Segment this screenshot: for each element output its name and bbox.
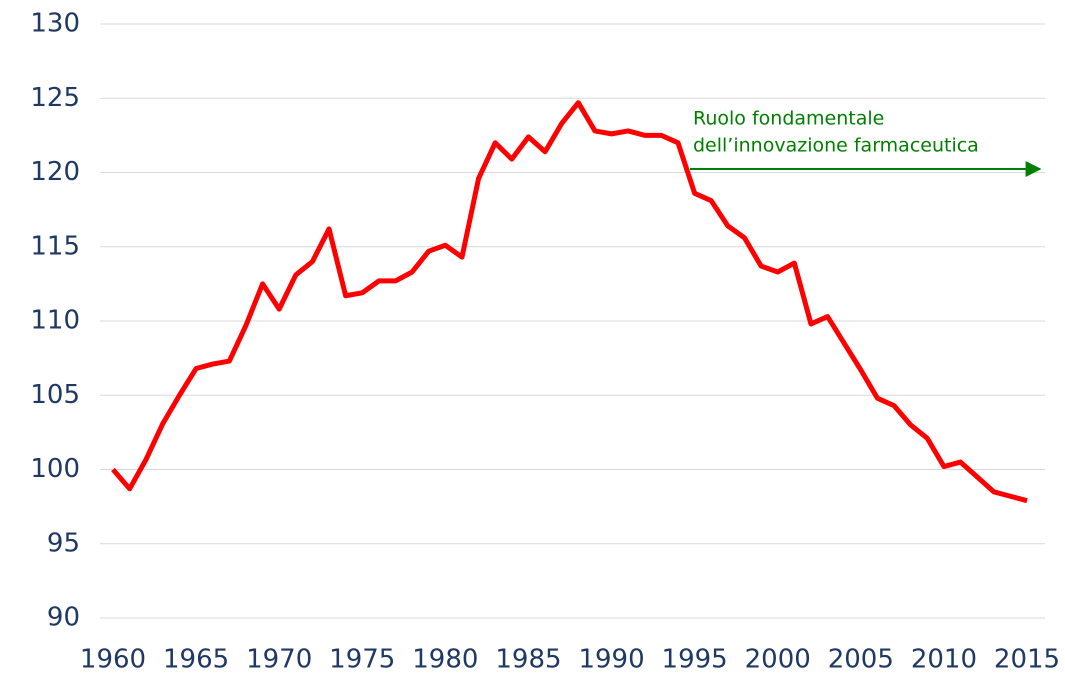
- x-tick-label: 1985: [495, 645, 561, 675]
- x-tick-label: 2000: [745, 645, 811, 675]
- y-tick-label: 90: [47, 603, 80, 633]
- annotation-line: dell’innovazione farmaceutica: [693, 135, 979, 157]
- data-line: [111, 100, 1028, 504]
- x-tick-label: 1990: [578, 645, 644, 675]
- y-tick-label: 105: [30, 380, 80, 410]
- x-tick-label: 2015: [994, 645, 1060, 675]
- y-tick-label: 115: [30, 231, 80, 261]
- grid: 90 95 100 105 110 115 120 125 130 1960 1965 1970 197…: [30, 9, 1060, 675]
- y-tick-label: 130: [30, 9, 80, 39]
- x-tick-label: 1960: [80, 645, 146, 675]
- x-tick-label: 1975: [329, 645, 395, 675]
- y-tick-label: 120: [30, 157, 80, 187]
- y-tick-label: 125: [30, 83, 80, 113]
- y-tick-label: 110: [30, 306, 80, 336]
- x-tick-label: 1995: [662, 645, 728, 675]
- y-tick-label: 95: [47, 528, 80, 558]
- x-tick-label: 1965: [163, 645, 229, 675]
- y-tick-label: 100: [30, 454, 80, 484]
- x-tick-label: 1980: [412, 645, 478, 675]
- x-tick-label: 1970: [246, 645, 312, 675]
- plot: [111, 100, 1028, 504]
- x-tick-label: 2010: [911, 645, 977, 675]
- x-tick-label: 2005: [828, 645, 894, 675]
- annotation-line: Ruolo fondamentale: [693, 108, 884, 130]
